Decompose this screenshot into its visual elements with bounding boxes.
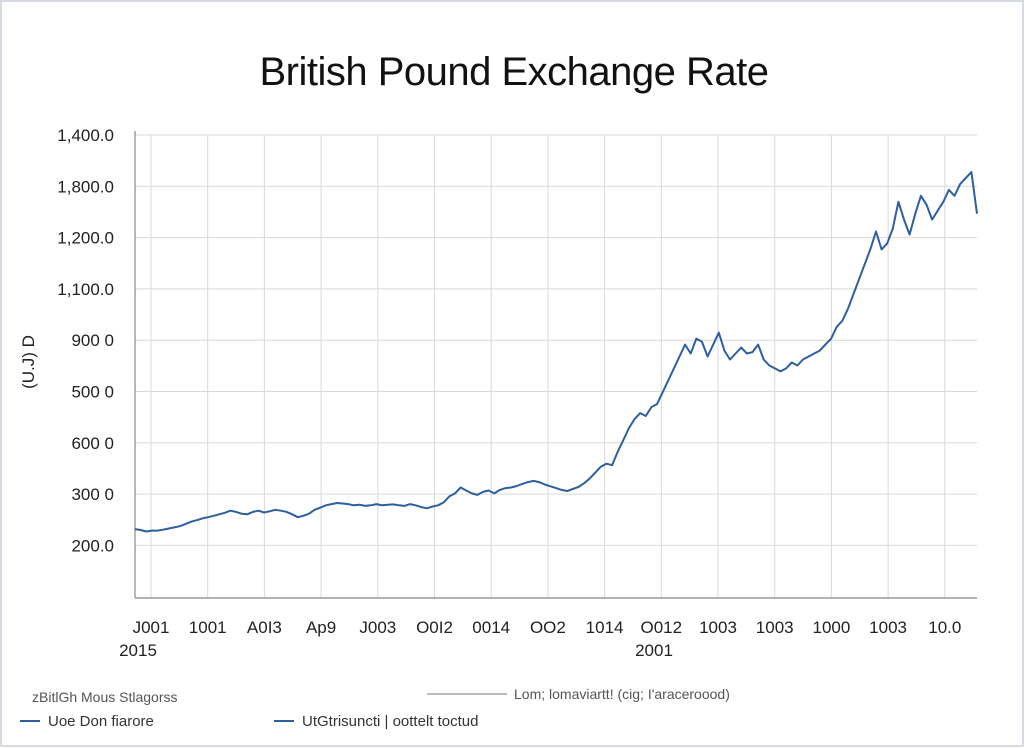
y-tick-label: 1,200.0 — [57, 229, 114, 248]
legend-entry: UtGtrisuncti | oottelt toctud — [302, 713, 478, 730]
x-tick-label: O012 — [641, 618, 683, 637]
x-tick-label: A0I3 — [247, 618, 282, 637]
legend-header: Lom; lomaviartt! (cig; I'araceroood) — [514, 686, 730, 702]
x-tick-labels: J001 1001 A0I3 Ap9 J003 O0I2 0014 OO2 1014 O012 10… — [119, 618, 961, 660]
series-line — [134, 171, 978, 533]
x-tick-label: 0014 — [472, 618, 510, 637]
x-tick-label: 1001 — [189, 618, 227, 637]
chart-title: British Pound Exchange Rate — [259, 50, 769, 94]
legend-entry: Uoe Don fiarore — [48, 713, 154, 730]
legend: zBitlGh Mous Stlagorss Lom; lomaviartt! (… — [20, 686, 730, 730]
x-sub-label: 2015 — [119, 641, 157, 660]
x-tick-label: OO2 — [530, 618, 566, 637]
y-tick-label: 1,800.0 — [57, 177, 114, 196]
x-tick-label: 1014 — [586, 618, 624, 637]
y-tick-label: 1,100.0 — [57, 280, 114, 299]
x-tick-label: O0I2 — [416, 618, 453, 637]
y-tick-label: 500 0 — [71, 383, 114, 402]
x-sub-label: 2001 — [635, 641, 673, 660]
x-tick-label: J001 — [133, 618, 170, 637]
y-axis-label: (U.J) D — [19, 335, 38, 389]
x-tick-label: Ap9 — [306, 618, 336, 637]
y-tick-label: 300 0 — [71, 485, 114, 504]
y-tick-label: 200.0 — [71, 536, 114, 555]
y-tick-label: 600 0 — [71, 434, 114, 453]
y-tick-label: 1,400.0 — [57, 126, 114, 145]
legend-header: zBitlGh Mous Stlagorss — [32, 689, 178, 705]
y-tick-label: 900 0 — [71, 331, 114, 350]
x-tick-label: J003 — [359, 618, 396, 637]
x-tick-label: 1003 — [869, 618, 907, 637]
y-tick-labels: 200.0 300 0 600 0 500 0 900 0 1,100.0 1,200.0 1… — [57, 126, 114, 555]
axes — [134, 131, 977, 599]
x-tick-label: 1000 — [812, 618, 850, 637]
series-lines — [134, 171, 978, 533]
x-tick-label: 1003 — [756, 618, 794, 637]
grid — [135, 134, 977, 598]
x-tick-label: 10.0 — [928, 618, 961, 637]
x-tick-label: 1003 — [699, 618, 737, 637]
